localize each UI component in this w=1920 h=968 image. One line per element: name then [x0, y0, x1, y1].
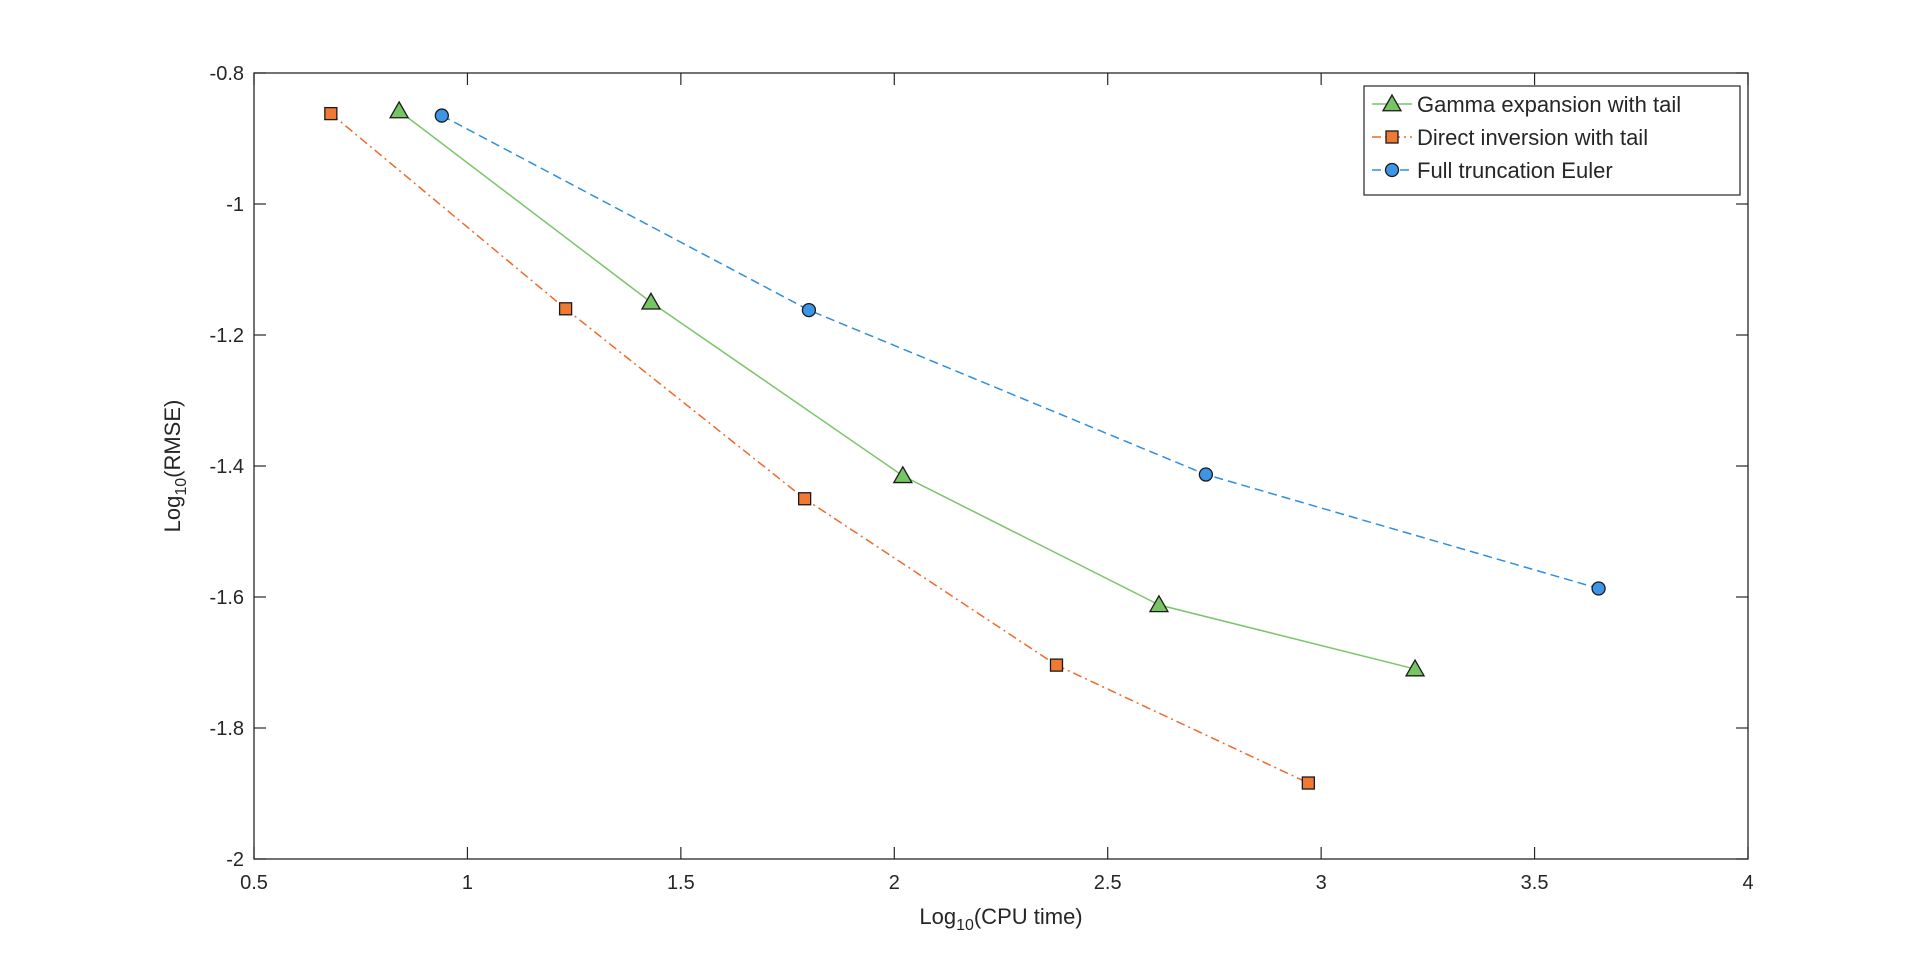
plot-area — [253, 72, 1749, 860]
data-point — [1148, 594, 1170, 613]
y-axis-title-base: Log — [160, 496, 185, 533]
x-axis-title-rest: (CPU time) — [974, 904, 1083, 929]
legend-box — [1363, 85, 1741, 196]
y-tick-label: -1.6 — [210, 587, 244, 609]
series-line — [441, 114, 1599, 590]
x-axis-ticks: 0.5 1 1.5 2 2.5 3 3.5 4 — [240, 73, 1754, 894]
legend-item: Gamma expansion with tail — [1372, 92, 1681, 117]
legend: Gamma expansion with tail Direct inversio… — [1363, 85, 1741, 196]
legend-label: Gamma expansion with tail — [1417, 92, 1681, 117]
y-axis-title-subscript: 10 — [173, 478, 190, 496]
legend-item: Direct inversion with tail — [1372, 125, 1648, 150]
x-tick-label: 0.5 — [240, 872, 268, 894]
legend-marker — [1384, 162, 1400, 178]
y-axis-title-rest: (RMSE) — [160, 400, 185, 478]
x-tick-label: 2.5 — [1094, 872, 1122, 894]
data-point — [892, 465, 913, 484]
y-axis-ticks: -2 -1.8 -1.6 -1.4 -1.2 -1 -0.8 — [210, 63, 1748, 871]
legend-label: Full truncation Euler — [1417, 158, 1613, 183]
data-point — [389, 100, 410, 119]
x-axis-title: Log10(CPU time) — [919, 904, 1082, 934]
x-tick-label: 3.5 — [1521, 872, 1549, 894]
data-point — [640, 291, 662, 310]
data-point — [1198, 467, 1214, 482]
x-tick-label: 2 — [889, 872, 900, 894]
data-point — [434, 108, 449, 123]
data-point — [1301, 776, 1315, 790]
legend-marker — [1381, 93, 1403, 112]
x-tick-label: 1 — [462, 872, 473, 894]
y-tick-label: -2 — [226, 849, 244, 871]
y-axis-title: Log10(RMSE) — [160, 400, 190, 533]
y-tick-label: -1 — [226, 194, 244, 216]
data-point — [1404, 658, 1426, 677]
data-point — [324, 106, 338, 121]
data-point — [1591, 581, 1606, 596]
y-tick-label: -0.8 — [210, 63, 244, 85]
x-axis-title-subscript: 10 — [956, 917, 974, 934]
data-point — [558, 302, 573, 316]
x-tick-label: 4 — [1742, 872, 1753, 894]
x-tick-label: 1.5 — [667, 872, 695, 894]
series-0 — [389, 100, 1426, 677]
x-axis-title-base: Log — [919, 904, 956, 929]
legend-label: Direct inversion with tail — [1417, 125, 1648, 150]
y-tick-label: -1.2 — [210, 325, 244, 347]
data-point — [797, 492, 812, 506]
data-point — [1049, 658, 1064, 672]
x-tick-label: 3 — [1316, 872, 1327, 894]
y-tick-label: -1.4 — [210, 456, 244, 478]
legend-marker — [1385, 130, 1399, 144]
y-tick-label: -1.8 — [210, 718, 244, 740]
legend-item: Full truncation Euler — [1372, 158, 1613, 183]
series-2 — [434, 108, 1606, 596]
series-1 — [324, 106, 1315, 790]
series-layer — [324, 100, 1606, 790]
data-point — [801, 302, 817, 318]
